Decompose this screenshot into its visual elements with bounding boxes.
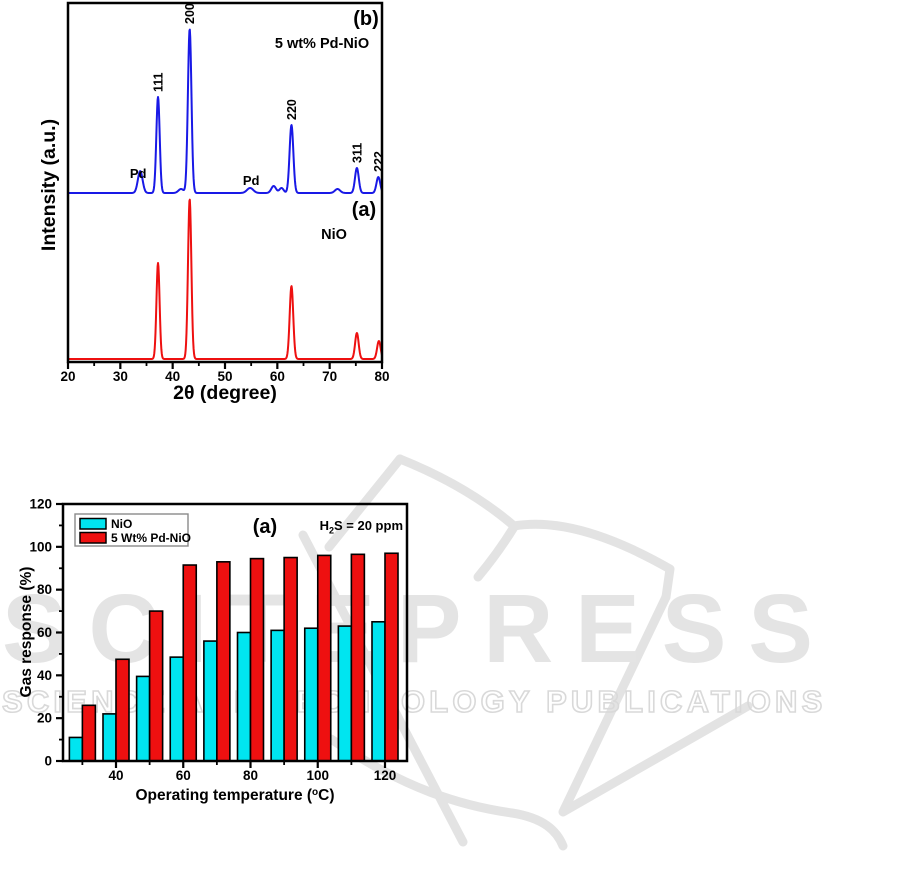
bar-nio-40 <box>102 713 117 762</box>
x-tick-label: 60 <box>270 369 285 384</box>
bar-pd-nio-120 <box>384 552 399 762</box>
h2s-annotation: H2S = 20 ppm <box>320 518 403 536</box>
peak-label-111: 111 <box>152 72 166 92</box>
bar-pd-nio-90 <box>283 556 298 762</box>
pd-annotation: Pd <box>130 166 147 181</box>
x-tick-label: 80 <box>374 369 389 384</box>
bar-pd-nio-80 <box>249 557 265 762</box>
x-tick-label: 40 <box>165 369 180 384</box>
peak-label-220: 220 <box>285 99 299 120</box>
x-tick-label: 70 <box>322 369 337 384</box>
legend-label-pd-nio: 5 Wt% Pd-NiO <box>111 531 191 545</box>
x-axis-label: Operating temperature (oC) <box>135 787 334 804</box>
logo-spine-check <box>558 592 753 817</box>
bar-nio-90 <box>270 629 285 762</box>
peak-label-200: 200 <box>183 3 197 24</box>
logo-book-top <box>395 454 675 602</box>
y-tick-label: 60 <box>37 625 52 640</box>
y-axis-label: Gas response (%) <box>18 567 35 698</box>
x-tick-label: 20 <box>60 369 75 384</box>
x-tick-label: 40 <box>108 768 123 783</box>
x-tick-label: 50 <box>217 369 232 384</box>
x-tick-label: 100 <box>306 768 329 783</box>
panel-label-b: (b) <box>353 8 379 30</box>
y-tick-label: 80 <box>37 582 52 597</box>
xrd-curve-pd-nio <box>67 28 383 194</box>
legend-swatch-pd-nio <box>79 531 107 544</box>
series-name-nio: NiO <box>321 227 347 243</box>
bar-nio-80 <box>236 631 252 762</box>
bar-nio-70 <box>203 640 218 762</box>
y-tick-label: 40 <box>37 668 52 683</box>
bar-pd-nio-100 <box>316 554 332 762</box>
xrd-plot-frame <box>66 1 384 364</box>
legend-swatch-nio <box>79 517 107 530</box>
logo-fold <box>473 522 519 582</box>
y-tick-label: 100 <box>29 539 52 554</box>
x-tick-label: 60 <box>176 768 191 783</box>
xrd-curve-nio <box>67 198 383 360</box>
peak-label-311: 311 <box>350 143 364 163</box>
x-tick-label: 30 <box>113 369 128 384</box>
peak-label-222: 222 <box>372 151 386 172</box>
bar-pd-nio-40 <box>115 658 130 762</box>
bar-pd-nio-30 <box>81 704 97 762</box>
legend-label-nio: NiO <box>111 517 132 531</box>
series-name-pd-nio: 5 wt% Pd-NiO <box>275 36 369 52</box>
bar-nio-120 <box>371 620 386 762</box>
bar-nio-100 <box>303 627 319 762</box>
x-tick-label: 120 <box>374 768 397 783</box>
bar-nio-110 <box>337 625 353 762</box>
x-axis-label: 2θ (degree) <box>173 382 277 404</box>
y-axis-label: Intensity (a.u.) <box>38 119 60 251</box>
bar-pd-nio-110 <box>350 553 366 762</box>
bar-nio-30 <box>68 736 84 762</box>
pd-annotation: Pd <box>243 173 260 188</box>
panel-label-a: (a) <box>253 516 277 538</box>
bar-nio-60 <box>169 656 185 762</box>
gas-response-figure: 0 20 40 60 80 100 120 40 60 80 100 120 Operating tem… <box>18 497 409 804</box>
y-tick-label: 120 <box>29 497 52 512</box>
y-tick-label: 20 <box>37 711 52 726</box>
bar-pd-nio-50 <box>148 610 164 762</box>
xrd-figure: 111 200 220 311 222 Pd Pd (b) 5 wt% Pd-NiO (a) NiO… <box>38 1 390 404</box>
panel-label-a: (a) <box>352 199 376 221</box>
bar-pd-nio-60 <box>182 564 198 762</box>
y-tick-label: 0 <box>44 754 52 769</box>
logo-bottom-wave <box>326 734 568 851</box>
bar-nio-50 <box>135 675 151 762</box>
x-tick-label: 80 <box>243 768 258 783</box>
bar-pd-nio-70 <box>216 561 231 762</box>
